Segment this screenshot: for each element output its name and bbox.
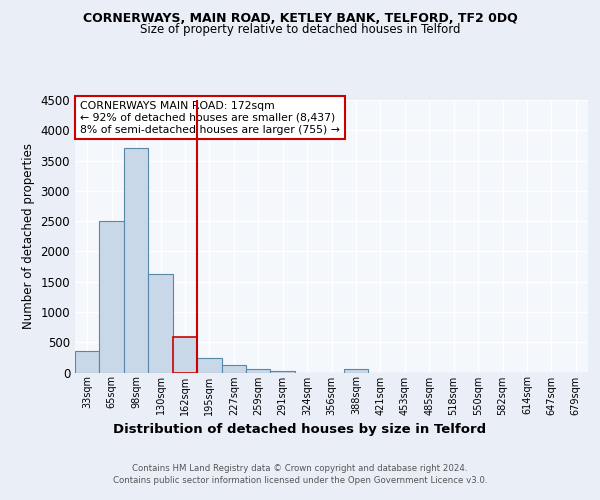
- Text: Contains public sector information licensed under the Open Government Licence v3: Contains public sector information licen…: [113, 476, 487, 485]
- Bar: [246, 370, 271, 372]
- Text: Contains HM Land Registry data © Crown copyright and database right 2024.: Contains HM Land Registry data © Crown c…: [132, 464, 468, 473]
- Y-axis label: Number of detached properties: Number of detached properties: [22, 143, 35, 329]
- Text: CORNERWAYS MAIN ROAD: 172sqm
← 92% of detached houses are smaller (8,437)
8% of : CORNERWAYS MAIN ROAD: 172sqm ← 92% of de…: [80, 102, 340, 134]
- Bar: [221, 365, 246, 372]
- Bar: [100, 221, 124, 372]
- Text: Size of property relative to detached houses in Telford: Size of property relative to detached ho…: [140, 24, 460, 36]
- Text: Distribution of detached houses by size in Telford: Distribution of detached houses by size …: [113, 422, 487, 436]
- Bar: [173, 338, 197, 372]
- Bar: [124, 148, 148, 372]
- Text: CORNERWAYS, MAIN ROAD, KETLEY BANK, TELFORD, TF2 0DQ: CORNERWAYS, MAIN ROAD, KETLEY BANK, TELF…: [83, 12, 517, 26]
- Bar: [75, 352, 100, 372]
- Bar: [197, 358, 221, 372]
- Bar: [271, 370, 295, 372]
- Bar: [344, 370, 368, 372]
- Bar: [148, 274, 173, 372]
